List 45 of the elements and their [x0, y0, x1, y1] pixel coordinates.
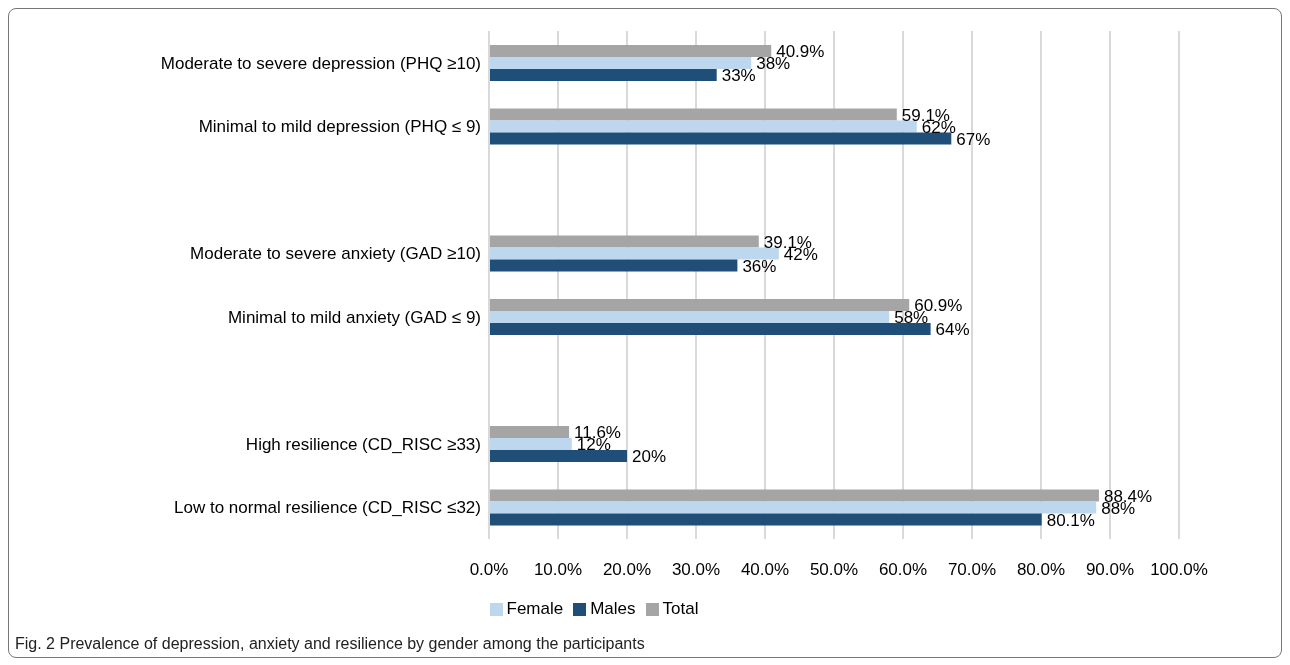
bar: [489, 322, 931, 335]
x-tick-label: 20.0%: [602, 560, 652, 580]
x-tick-label: 60.0%: [878, 560, 928, 580]
x-tick-label: 0.0%: [469, 560, 509, 580]
y-tick-label: Low to normal resilience (CD_RISC ≤32): [174, 498, 481, 518]
x-tick-label: 70.0%: [947, 560, 997, 580]
data-label: 36%: [742, 256, 777, 276]
bar: [489, 247, 779, 260]
data-label: 20%: [632, 447, 667, 467]
bar: [489, 437, 572, 450]
y-tick-label: Moderate to severe depression (PHQ ≥10): [160, 53, 481, 73]
x-tick-label: 90.0%: [1085, 560, 1135, 580]
bar: [489, 56, 752, 69]
bar: [489, 44, 772, 57]
legend-label: Males: [590, 599, 636, 618]
bar: [489, 132, 952, 145]
x-tick-label: 80.0%: [1016, 560, 1066, 580]
y-tick-label: Minimal to mild depression (PHQ ≤ 9): [198, 117, 481, 137]
data-label: 33%: [721, 66, 756, 86]
bar: [489, 425, 570, 438]
bar: [489, 310, 890, 323]
y-tick-label: Moderate to severe anxiety (GAD ≥10): [190, 244, 481, 264]
data-label: 80.1%: [1046, 510, 1095, 530]
bar: [489, 120, 917, 133]
bar: [489, 298, 910, 311]
bar: [489, 259, 738, 272]
y-tick-label: Minimal to mild anxiety (GAD ≤ 9): [227, 307, 481, 327]
legend-label: Female: [506, 599, 564, 618]
x-tick-label: 100.0%: [1150, 560, 1208, 580]
data-label: 64%: [935, 320, 970, 340]
data-label: 67%: [956, 129, 991, 149]
bar: [489, 513, 1042, 526]
bar: [489, 235, 759, 248]
caption: Fig. 2 Prevalence of depression, anxiety and resilience by gender among the participants: [15, 635, 645, 653]
y-tick-label: High resilience (CD_RISC ≥33): [245, 434, 481, 454]
bar: [489, 449, 627, 462]
x-tick-label: 50.0%: [809, 560, 859, 580]
x-tick-label: 10.0%: [533, 560, 583, 580]
bar: [489, 501, 1097, 514]
legend-label: Total: [662, 599, 699, 618]
bar: [489, 489, 1099, 502]
bar: [489, 108, 897, 121]
x-tick-label: 30.0%: [671, 560, 721, 580]
bar: [489, 68, 717, 81]
x-tick-label: 40.0%: [740, 560, 790, 580]
